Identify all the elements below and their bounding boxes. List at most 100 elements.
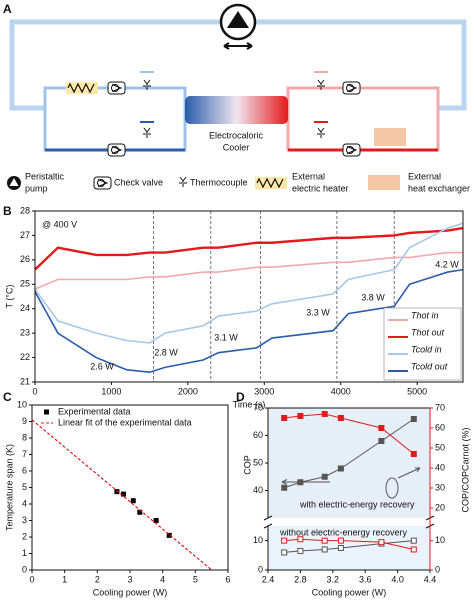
plot-frame <box>31 404 229 571</box>
y-tick-label: 25 <box>20 279 30 289</box>
check-valve <box>97 179 109 187</box>
y-tick-label: 24 <box>20 303 30 313</box>
y-axis-label: COP/COPCarnot (%) <box>460 427 470 512</box>
y-tick-label: 2 <box>22 531 27 541</box>
panel-label: A <box>3 2 12 16</box>
x-tick-label: 2.4 <box>262 574 275 584</box>
check-valve <box>342 81 361 95</box>
point <box>410 537 417 544</box>
point <box>166 532 172 538</box>
check-valve <box>346 84 358 92</box>
y-tick-label: 7 <box>22 449 27 459</box>
x-tick-label: 4000 <box>331 386 351 396</box>
legend-label: Linear fit of the experimental data <box>58 417 192 427</box>
point <box>153 518 159 523</box>
x-tick-label: 4 <box>160 574 165 584</box>
point <box>337 465 344 472</box>
x-tick-label: 1000 <box>101 386 121 396</box>
check-valve <box>93 176 112 190</box>
point <box>120 491 126 497</box>
x-tick-label: 0 <box>29 574 34 584</box>
x-tick-label: 0 <box>32 386 37 396</box>
point <box>378 438 385 444</box>
thermocouple <box>143 79 151 90</box>
y-tick-label: 10 <box>253 535 263 545</box>
panel-label: C <box>3 390 12 404</box>
series-line <box>34 251 463 290</box>
thermocouple <box>317 79 325 90</box>
annotation: 3.8 W <box>361 292 385 302</box>
y-tick-label: 23 <box>20 328 30 338</box>
y-tick-label: 0 <box>22 564 27 574</box>
x-tick-label: 3.2 <box>327 574 340 584</box>
y-tick-label: 28 <box>20 205 30 215</box>
y-tick-label: 26 <box>20 254 30 264</box>
icons <box>66 79 361 190</box>
y-tick-label: 1 <box>22 548 27 558</box>
hot-loop <box>286 86 440 152</box>
x-tick-label: 3 <box>127 574 132 584</box>
series-line <box>34 268 464 374</box>
point <box>410 451 417 457</box>
check-valve <box>111 84 119 92</box>
point <box>281 549 288 556</box>
annotation: 3.1 W <box>214 332 238 342</box>
point <box>281 415 288 421</box>
legend-label: Check valve <box>114 177 163 187</box>
point <box>281 537 288 544</box>
legend-label: External <box>292 171 325 181</box>
check-valve <box>346 146 358 154</box>
point <box>321 537 328 544</box>
legend-label: External <box>408 171 441 181</box>
y-tick-label: 70 <box>435 402 445 412</box>
x-tick-label: 5 <box>193 574 198 584</box>
thermocouple <box>317 127 325 138</box>
point <box>321 473 328 480</box>
point <box>114 489 120 495</box>
point <box>130 498 136 504</box>
point <box>297 413 304 419</box>
point <box>281 484 288 491</box>
point <box>321 546 328 553</box>
y-tick-label: 0 <box>435 564 440 574</box>
y-tick-label: 22 <box>20 352 30 362</box>
panel-label: B <box>3 204 12 218</box>
y-tick-label: 8 <box>22 432 27 442</box>
x-tick-label: 4.4 <box>424 574 437 584</box>
marker-ring <box>385 477 399 499</box>
plot-frame <box>34 210 464 383</box>
x-tick-label: 2.8 <box>294 574 307 584</box>
annotation: with electric-energy recovery <box>299 499 415 509</box>
annotation: @ 400 V <box>42 219 77 229</box>
check-valve <box>111 146 119 154</box>
point <box>410 546 417 553</box>
legend-swatch <box>44 409 49 415</box>
y-tick-label: 20 <box>435 502 445 512</box>
x-axis-label: Time (s) <box>233 399 266 409</box>
series-line <box>34 226 464 271</box>
x-tick-label: 3.6 <box>359 574 372 584</box>
legend-label: Peristaltic <box>25 171 65 181</box>
background <box>268 526 430 570</box>
fit-line <box>31 419 213 571</box>
legend-label: Thermocouple <box>190 177 248 187</box>
y-axis-label: Temperature span (K) <box>4 444 14 531</box>
point <box>337 415 344 421</box>
legend-label: electric heater <box>292 183 349 193</box>
annotation: 2.8 W <box>154 347 178 357</box>
y-axis-label: T (°C) <box>4 285 14 309</box>
point <box>410 416 417 422</box>
point <box>337 537 344 544</box>
y-tick-label: 4 <box>22 498 27 508</box>
point <box>297 536 304 543</box>
heater <box>256 177 284 189</box>
point <box>378 539 385 546</box>
x-tick-label: 5000 <box>407 386 427 396</box>
y-tick-label: 70 <box>253 402 263 412</box>
check-valve <box>107 81 126 95</box>
x-tick-label: 2 <box>95 574 100 584</box>
point <box>321 411 328 417</box>
diagram: Electrocaloric Cooler <box>9 3 467 152</box>
cooler-label: Cooler <box>223 142 250 152</box>
cold-loop <box>43 86 187 152</box>
